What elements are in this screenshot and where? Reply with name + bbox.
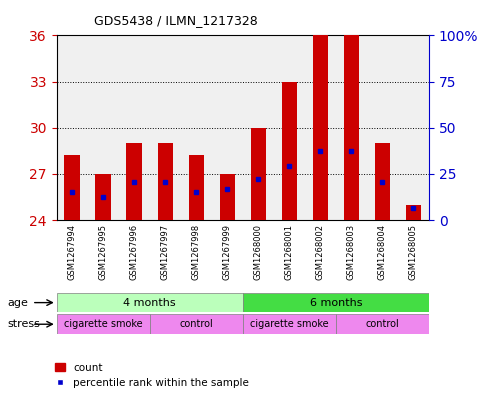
Bar [243, 314, 336, 334]
Bar [243, 293, 429, 312]
Bar [57, 293, 243, 312]
Text: GDS5438 / ILMN_1217328: GDS5438 / ILMN_1217328 [94, 15, 257, 28]
Bar [375, 143, 390, 220]
Bar [406, 205, 421, 220]
Text: GSM1267994: GSM1267994 [68, 224, 77, 280]
Bar [150, 314, 243, 334]
Legend: count, percentile rank within the sample: count, percentile rank within the sample [55, 363, 249, 388]
Text: 6 months: 6 months [310, 298, 362, 308]
Bar [344, 35, 359, 220]
Text: GSM1268003: GSM1268003 [347, 224, 356, 280]
Bar [65, 156, 80, 220]
Bar [282, 82, 297, 220]
Text: control: control [179, 319, 213, 329]
Text: stress: stress [7, 319, 40, 329]
Bar [157, 143, 173, 220]
Text: GSM1268002: GSM1268002 [316, 224, 325, 280]
Bar [250, 128, 266, 220]
Text: GSM1267995: GSM1267995 [99, 224, 108, 280]
Text: GSM1268000: GSM1268000 [254, 224, 263, 280]
Text: GSM1268005: GSM1268005 [409, 224, 418, 280]
Bar [336, 314, 429, 334]
Bar [127, 143, 142, 220]
Text: control: control [365, 319, 399, 329]
Text: GSM1267999: GSM1267999 [223, 224, 232, 280]
Text: GSM1268004: GSM1268004 [378, 224, 387, 280]
Text: age: age [7, 298, 28, 308]
Bar [57, 314, 150, 334]
Text: 4 months: 4 months [123, 298, 176, 308]
Text: cigarette smoke: cigarette smoke [64, 319, 142, 329]
Bar [313, 35, 328, 220]
Bar [219, 174, 235, 220]
Bar [188, 156, 204, 220]
Text: GSM1267996: GSM1267996 [130, 224, 139, 280]
Bar [96, 174, 111, 220]
Text: GSM1267998: GSM1267998 [192, 224, 201, 280]
Text: GSM1267997: GSM1267997 [161, 224, 170, 280]
Text: GSM1268001: GSM1268001 [285, 224, 294, 280]
Text: cigarette smoke: cigarette smoke [250, 319, 329, 329]
